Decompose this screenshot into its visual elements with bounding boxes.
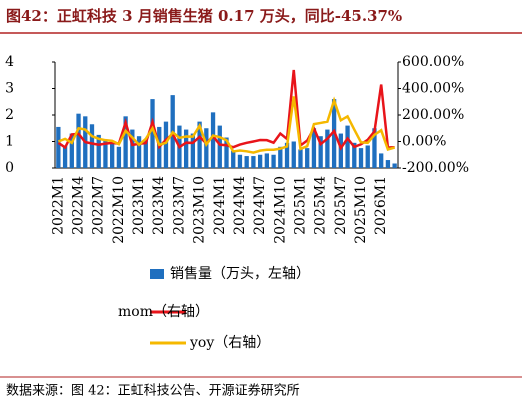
legend-label: yoy（右轴） [189,335,270,351]
legend-swatch [150,269,164,279]
bar [284,142,290,168]
bar [62,145,68,168]
bar [183,129,189,168]
bar [372,128,377,168]
bar [338,133,343,168]
x-tick-label: 2022M7 [91,176,107,235]
bar [110,142,115,168]
bar [257,154,263,168]
bar [56,126,61,168]
line [57,96,395,154]
y-tick-label: 3 [5,81,14,97]
bar [224,137,229,168]
chart-title: 图42：正虹科技 3 月销售生猪 0.17 万头，同比-45.37% [6,7,402,25]
bar [318,136,323,168]
x-tick-label: 2025M4 [313,176,329,235]
y-tick-label: 1 [5,134,14,150]
bar [210,112,216,168]
x-tick-label: 2022M10 [111,176,127,244]
bar [291,141,296,168]
y-tick-label: 2 [5,107,14,123]
x-tick-label: 2023M1 [131,176,147,235]
x-tick-label: 2024M10 [272,176,288,244]
y2-tick-label: 200.00% [402,107,464,123]
bar [305,148,310,168]
x-tick-label: 2022M4 [71,176,87,235]
bar [143,140,148,168]
bar [264,153,270,168]
line [57,69,395,151]
bar [217,125,222,168]
x-tick-label: 2024M4 [232,176,248,235]
y-tick-label: 4 [5,54,14,70]
y-tick-label: 0 [5,160,14,176]
y2-tick-label: 0.00% [402,134,446,150]
y2-tick-label: -200.00% [402,160,469,176]
bar [163,121,169,168]
bar [136,136,142,168]
x-tick-label: 2025M1 [292,176,308,235]
x-tick-label: 2025M10 [353,176,369,244]
bar [385,160,391,168]
x-tick-label: 2022M1 [50,176,66,235]
bar [271,154,276,168]
x-tick-label: 2023M7 [171,176,187,235]
bar [103,140,108,168]
bar [89,124,95,168]
bar [190,133,196,168]
y2-tick-label: 400.00% [402,81,464,97]
bar [278,146,283,168]
bar [352,142,357,168]
source: 数据来源：图 42：正虹科技公告、开源证券研究所 [6,383,300,399]
bar [311,128,317,168]
bar [116,146,122,168]
x-tick-label: 2025M7 [333,176,349,235]
bar [123,116,128,168]
bar [325,129,330,168]
legend-label: 销售量（万头，左轴） [170,266,310,282]
bar [231,150,236,168]
bar [358,148,364,168]
bar [345,125,350,168]
bar [237,154,243,168]
bar [197,121,202,168]
bar [298,149,303,168]
y2-tick-label: 600.00% [402,54,464,70]
bar [96,134,101,168]
bar [379,153,384,168]
bar [251,156,256,168]
bar [150,99,155,168]
x-tick-label: 2023M10 [192,176,208,244]
legend-label: mom（右轴） [118,304,209,320]
x-tick-label: 2024M1 [212,176,228,235]
bar [365,145,370,168]
bar [392,163,397,168]
bar [244,156,249,168]
bar [204,128,209,168]
bar [76,113,81,168]
x-tick-label: 2026M1 [373,176,389,235]
bar [69,133,74,168]
x-tick-label: 2024M7 [252,176,268,235]
bar [130,129,135,168]
x-tick-label: 2023M4 [151,176,167,235]
